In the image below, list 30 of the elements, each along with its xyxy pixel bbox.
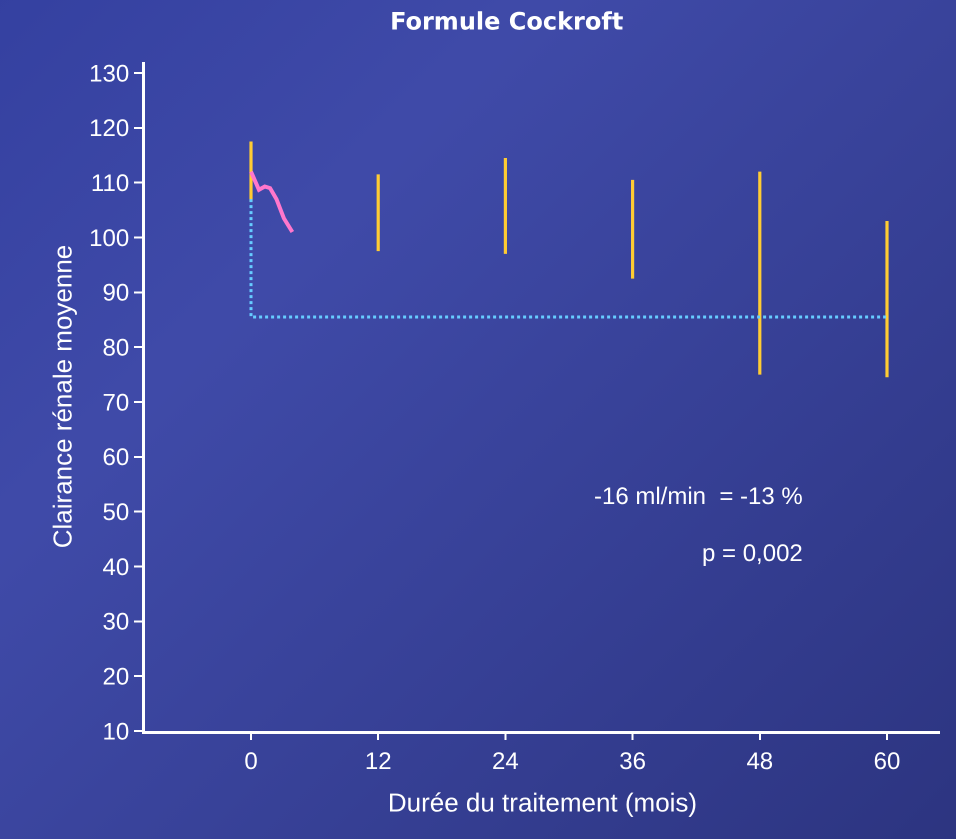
x-axis-title: Durée du traitement (mois) <box>388 788 698 818</box>
x-tick-label: 12 <box>364 748 392 775</box>
bar <box>885 221 889 378</box>
x-tick-label: 24 <box>492 748 519 775</box>
x-tick-label: 60 <box>874 748 900 775</box>
annotation: -16 ml/min = -13 % <box>594 483 803 510</box>
x-tick-label: 48 <box>746 748 774 775</box>
x-tick-label: 36 <box>619 748 646 775</box>
y-tick-label: 90 <box>102 280 130 307</box>
x-tick-label: 0 <box>244 748 258 775</box>
y-tick-label: 100 <box>89 224 130 252</box>
bar <box>758 172 762 375</box>
y-tick-label: 20 <box>102 664 130 691</box>
line-series <box>249 170 294 234</box>
y-tick-label: 80 <box>102 334 130 362</box>
y-tick-label: 30 <box>102 608 130 636</box>
chart-title: Formule Cockroft <box>390 7 624 36</box>
y-tick-label: 120 <box>89 115 130 142</box>
y-tick-label: 70 <box>102 389 130 416</box>
y-tick-label: 60 <box>102 444 130 472</box>
annotation: p = 0,002 <box>702 540 803 567</box>
y-tick-label: 50 <box>102 499 130 526</box>
y-tick-label: 10 <box>102 718 130 746</box>
y-axis-title: Clairance rénale moyenne <box>48 244 78 548</box>
bar <box>504 158 507 254</box>
bar <box>631 180 634 279</box>
y-tick-label: 110 <box>90 170 130 198</box>
y-tick-label: 40 <box>102 554 130 581</box>
y-tick-label: 130 <box>89 60 130 88</box>
bar <box>376 174 380 252</box>
